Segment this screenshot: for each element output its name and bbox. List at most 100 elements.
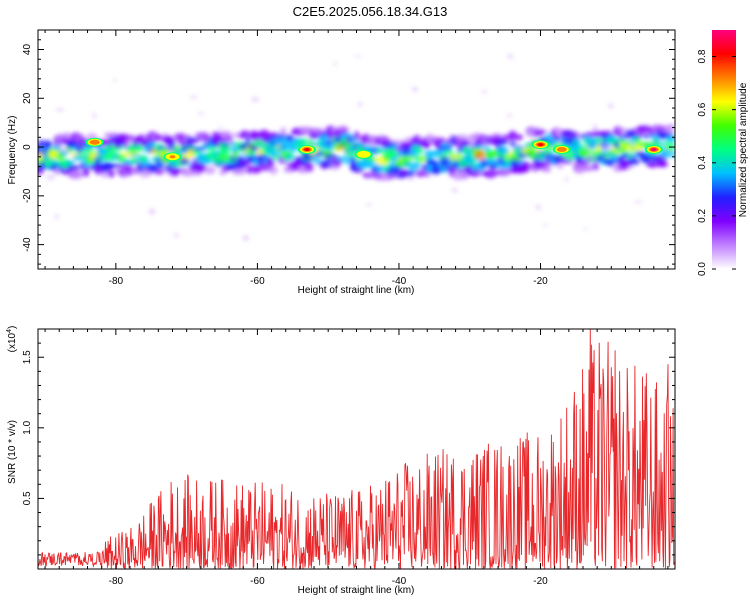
spectrogram-outlier bbox=[507, 53, 513, 60]
spectrogram-cell bbox=[225, 136, 233, 141]
spectrogram-outlier bbox=[604, 145, 612, 151]
spectrogram-outlier bbox=[565, 176, 568, 183]
spectrogram-outlier bbox=[127, 154, 135, 158]
spectrogram-cell bbox=[184, 145, 198, 151]
spectrogram-y-tick-label: -20 bbox=[22, 188, 33, 203]
spectrogram-cell bbox=[467, 169, 482, 177]
colorbar-tick-label: 0.6 bbox=[697, 102, 708, 116]
spectrogram-cell bbox=[668, 123, 675, 132]
spectrogram-cell bbox=[665, 135, 675, 140]
spectrogram-cell bbox=[471, 165, 478, 171]
spectrogram-cell bbox=[43, 140, 52, 150]
spectrogram-cell bbox=[110, 163, 125, 168]
spectrogram-cell bbox=[440, 142, 452, 149]
spectrogram-y-axis-label: Frequency (Hz) bbox=[7, 116, 18, 185]
spectrogram-outlier bbox=[140, 173, 147, 179]
colorbar: 0.0 0.2 0.4 0.6 0.8 Normalized spectral ampl… bbox=[697, 30, 749, 276]
spectrogram-cell bbox=[400, 168, 408, 175]
spectrogram-outlier bbox=[242, 235, 249, 241]
colorbar-tick-label: 0.8 bbox=[697, 49, 708, 63]
spectrogram-outlier bbox=[411, 87, 419, 92]
spectrogram-cell bbox=[64, 159, 75, 165]
spectrogram-cell bbox=[643, 133, 650, 139]
colorbar-tick-label: 0.2 bbox=[697, 209, 708, 223]
snr-y-tick-label: 0.5 bbox=[22, 491, 33, 505]
spectrogram-outlier bbox=[583, 147, 593, 150]
spectrogram-cell bbox=[266, 157, 275, 167]
spectrogram-cell bbox=[657, 157, 668, 163]
spectrogram-cell bbox=[553, 135, 562, 142]
colorbar-label: Normalized spectral amplitude bbox=[738, 82, 749, 217]
snr-y-tick-label: 1.0 bbox=[22, 420, 33, 434]
spectrogram-outlier bbox=[597, 142, 602, 146]
spectrogram-outlier bbox=[535, 204, 542, 210]
spectrogram-outlier bbox=[189, 95, 198, 99]
spectrogram-cell bbox=[238, 158, 252, 168]
spectrogram-cell bbox=[66, 164, 80, 171]
spectrogram-cell bbox=[286, 153, 293, 161]
spectrogram-cell bbox=[514, 134, 524, 141]
spectrogram-cell bbox=[79, 163, 93, 172]
spectrogram-cell bbox=[49, 159, 58, 165]
spectrogram-cell bbox=[652, 140, 666, 146]
spectrogram-cell bbox=[252, 166, 263, 173]
spectrogram-outlier bbox=[112, 79, 118, 82]
spectrogram-cell bbox=[641, 125, 651, 133]
spectrogram-outlier bbox=[608, 103, 614, 109]
spectrogram-hotspot bbox=[558, 148, 565, 151]
spectrogram-cell bbox=[627, 158, 640, 166]
snr-multiplier-base: (x10 bbox=[7, 332, 18, 352]
spectrogram-cell bbox=[38, 139, 45, 147]
spectrogram-cell bbox=[38, 168, 44, 176]
spectrogram-cell bbox=[269, 165, 279, 175]
spectrogram-cell bbox=[341, 154, 352, 165]
spectrogram-cell bbox=[647, 161, 658, 169]
spectrogram-cell bbox=[168, 139, 176, 147]
spectrogram-cell bbox=[179, 157, 190, 166]
spectrogram-panel: -80 -60 -40 -20 -40 -20 0 20 40 Height of straig… bbox=[7, 29, 676, 296]
spectrogram-cell bbox=[566, 131, 580, 140]
spectrogram-cell bbox=[423, 144, 430, 150]
spectrogram-cell bbox=[194, 163, 207, 173]
spectrogram-cell bbox=[666, 151, 675, 158]
spectrogram-cell bbox=[279, 127, 287, 137]
colorbar-tick-label: 0.0 bbox=[697, 262, 708, 276]
spectrogram-cell bbox=[67, 139, 79, 148]
spectrogram-outlier bbox=[58, 145, 65, 151]
spectrogram-outlier bbox=[586, 154, 595, 160]
spectrogram-cell bbox=[219, 131, 232, 138]
spectrogram-cell bbox=[69, 170, 84, 180]
spectrogram-cell bbox=[474, 150, 488, 160]
spectrogram-outlier bbox=[633, 200, 643, 204]
spectrogram-cell bbox=[411, 146, 423, 151]
spectrogram-outlier bbox=[54, 141, 60, 145]
snr-x-tick-label: -80 bbox=[109, 576, 124, 587]
spectrogram-cell bbox=[497, 139, 509, 145]
spectrogram-heatmap bbox=[38, 53, 675, 241]
spectrogram-hotspot bbox=[537, 143, 544, 147]
spectrogram-x-tick-label: -40 bbox=[392, 276, 407, 287]
snr-multiplier-close: ) bbox=[7, 326, 18, 329]
spectrogram-cell bbox=[388, 173, 395, 180]
spectrogram-outlier bbox=[366, 203, 372, 207]
spectrogram-cell bbox=[204, 166, 216, 175]
spectrogram-outlier bbox=[451, 188, 458, 193]
spectrogram-cell bbox=[391, 139, 405, 144]
spectrogram-outlier bbox=[251, 97, 260, 102]
snr-x-tick-label: -60 bbox=[250, 576, 265, 587]
spectrogram-cell bbox=[152, 162, 166, 170]
spectrogram-cell bbox=[556, 163, 564, 169]
spectrogram-cell bbox=[375, 149, 389, 154]
spectrogram-outlier bbox=[62, 148, 72, 154]
spectrogram-cell bbox=[416, 149, 424, 154]
spectrogram-cell bbox=[430, 165, 442, 175]
spectrogram-y-tick-label: 20 bbox=[22, 92, 33, 104]
spectrogram-cell bbox=[245, 135, 252, 143]
spectrogram-cell bbox=[443, 150, 455, 156]
spectrogram-cell bbox=[200, 159, 214, 165]
spectrogram-outlier bbox=[357, 102, 363, 107]
snr-y-tick-label: 1.5 bbox=[22, 350, 33, 364]
spectrogram-cell bbox=[303, 161, 314, 171]
chart-title: C2E5.2025.056.18.34.G13 bbox=[293, 4, 448, 19]
